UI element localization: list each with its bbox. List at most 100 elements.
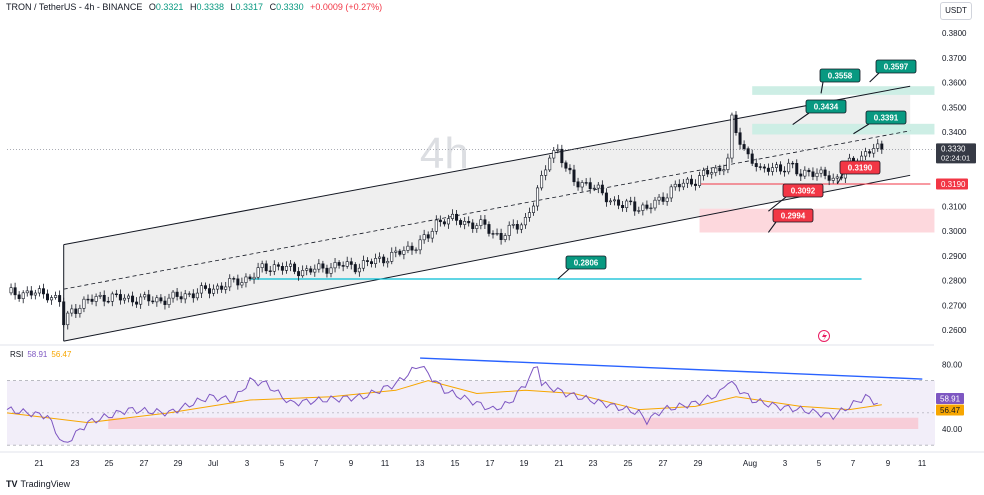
open-label: O: [148, 2, 156, 12]
watermark-text: 4h: [420, 129, 469, 178]
time-axis-tick: 11: [918, 459, 927, 468]
candle-body: [544, 169, 548, 176]
candle-body: [82, 298, 86, 309]
stop-label-3-box: [772, 208, 814, 223]
time-axis-tick: 25: [624, 459, 633, 468]
candle-body: [608, 200, 612, 203]
stop-zone: [699, 208, 935, 233]
candle-body: [702, 170, 706, 176]
stop-label-1-box: [839, 160, 881, 175]
time-axis-tick: 9: [349, 459, 354, 468]
candle-body: [208, 288, 212, 294]
currency-button[interactable]: USDT: [940, 2, 972, 20]
time-axis-tick: 29: [174, 459, 183, 468]
price-axis-tick: 0.2800: [942, 277, 967, 286]
candle-body: [880, 143, 884, 150]
time-axis-tick: 27: [659, 459, 668, 468]
candle-body: [90, 298, 94, 302]
candle-body: [612, 199, 616, 202]
candle-body: [779, 164, 783, 172]
time-axis-tick: 7: [314, 459, 319, 468]
candle-body: [564, 162, 568, 169]
candle-body: [426, 234, 430, 239]
candle-body: [252, 276, 256, 280]
stop-price-tag-value: 0.3190: [941, 180, 966, 189]
lightning-icon-ring: [818, 330, 830, 342]
candle-body: [685, 178, 689, 184]
candle-body: [568, 167, 572, 171]
rsi-axis-tick: 80.00: [942, 361, 963, 370]
time-axis-tick: 23: [71, 459, 80, 468]
candles-group: [9, 111, 884, 330]
tradingview-brand[interactable]: TV TradingView: [6, 479, 70, 489]
channel-fill: [63, 86, 911, 342]
candle-body: [572, 169, 576, 183]
candle-body: [191, 293, 195, 299]
candle-body: [710, 172, 714, 175]
candle-body: [783, 170, 787, 173]
candle-body: [657, 196, 661, 201]
rsi-ma-value: 56.47: [51, 350, 72, 359]
candle-body: [718, 167, 722, 172]
candle-body: [382, 256, 386, 264]
time-axis-tick: 17: [486, 459, 495, 468]
candle-body: [361, 260, 365, 269]
candle-body: [434, 219, 438, 232]
candle-body: [548, 157, 552, 171]
target-label-3-text: 0.3434: [814, 103, 839, 112]
rsi-ma-tag-text: 56.47: [940, 406, 961, 415]
rsi-line: [6, 365, 878, 443]
candle-body: [390, 252, 394, 262]
candle-body: [677, 183, 681, 188]
candle-body: [531, 205, 535, 213]
stop-label-1-pointer: [836, 173, 844, 185]
candle-body: [726, 157, 730, 170]
channel-midline: [63, 130, 911, 290]
candle-body: [94, 296, 98, 302]
symbol-title[interactable]: TRON / TetherUS - 4h - BINANCE: [6, 2, 143, 12]
candle-body: [617, 199, 621, 206]
candle-body: [305, 268, 309, 271]
target-label-2-pointer: [869, 72, 880, 83]
candle-body: [167, 297, 171, 305]
price-axis-tick: 0.3100: [942, 202, 967, 211]
candle-body: [560, 148, 564, 164]
candle-body: [143, 294, 147, 298]
countdown-value: 02:24:01: [941, 153, 970, 162]
candle-body: [244, 276, 248, 283]
candle-body: [766, 167, 770, 172]
candle-body: [799, 173, 803, 177]
time-axis-tick: 25: [105, 459, 114, 468]
candle-body: [114, 293, 118, 296]
candle-body: [41, 288, 45, 295]
candle-body: [459, 220, 463, 225]
candle-body: [62, 301, 66, 326]
candle-body: [754, 163, 758, 167]
time-axis-tick: 15: [451, 459, 460, 468]
candle-body: [33, 292, 37, 296]
candle-body: [438, 219, 442, 223]
candle-body: [750, 153, 754, 164]
candle-body: [58, 295, 62, 303]
candle-body: [803, 169, 807, 177]
candle-body: [220, 285, 224, 290]
candle-body: [661, 196, 665, 202]
candle-body: [864, 151, 868, 157]
candle-body: [868, 151, 872, 154]
target-label-1-text: 0.3558: [828, 72, 853, 81]
rsi-value-tag: [936, 393, 964, 405]
candle-body: [774, 164, 778, 168]
target-label-3-pointer: [792, 112, 810, 126]
candle-body: [293, 263, 297, 272]
candle-body: [21, 292, 25, 299]
candle-body: [349, 261, 353, 265]
candle-body: [471, 222, 475, 229]
candle-body: [66, 312, 70, 326]
candle-body: [475, 225, 479, 229]
rsi-band: [7, 380, 935, 446]
rsi-title[interactable]: RSI: [10, 350, 24, 359]
candle-body: [604, 192, 608, 203]
candle-body: [831, 177, 835, 181]
candle-body: [742, 144, 746, 149]
